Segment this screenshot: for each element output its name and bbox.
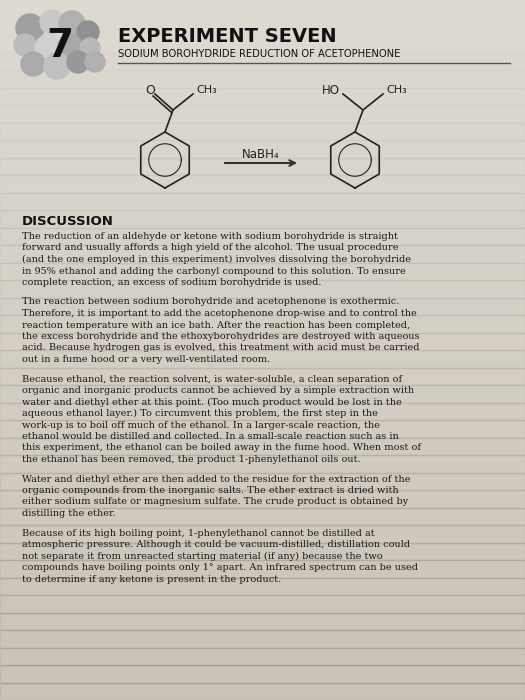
Text: ethanol would be distilled and collected. In a small-scale reaction such as in: ethanol would be distilled and collected… [22,432,399,441]
Bar [0,245,525,262]
Bar [0,18,525,35]
Text: out in a fume hood or a very well-ventilated room.: out in a fume hood or a very well-ventil… [22,355,270,364]
Circle shape [80,38,100,58]
Text: DISCUSSION: DISCUSSION [22,215,114,228]
Bar [0,438,525,455]
Text: O: O [145,83,155,97]
Circle shape [44,53,70,79]
Text: organic compounds from the inorganic salts. The ether extract is dried with: organic compounds from the inorganic sal… [22,486,398,495]
Circle shape [67,51,89,73]
Text: NaBH₄: NaBH₄ [242,148,280,162]
Bar [0,350,525,368]
Bar [0,210,525,228]
Circle shape [77,21,99,43]
Bar [0,368,525,385]
Bar [0,612,525,630]
Text: complete reaction, an excess of sodium borohydride is used.: complete reaction, an excess of sodium b… [22,278,321,287]
Circle shape [58,34,82,58]
Text: forward and usually affords a high yield of the alcohol. The usual procedure: forward and usually affords a high yield… [22,244,398,253]
Bar [0,595,525,612]
Circle shape [14,34,36,56]
Bar [0,682,525,700]
Bar [0,648,525,665]
Bar [0,508,525,525]
Text: organic and inorganic products cannot be achieved by a simple extraction with: organic and inorganic products cannot be… [22,386,414,395]
Text: in 95% ethanol and adding the carbonyl compound to this solution. To ensure: in 95% ethanol and adding the carbonyl c… [22,267,406,276]
Text: this experiment, the ethanol can be boiled away in the fume hood. When most of: this experiment, the ethanol can be boil… [22,444,421,452]
Text: HO: HO [322,83,340,97]
Bar [0,140,525,158]
Text: work-up is to boil off much of the ethanol. In a larger-scale reaction, the: work-up is to boil off much of the ethan… [22,421,380,430]
Text: distilling the ether.: distilling the ether. [22,509,115,518]
Text: EXPERIMENT SEVEN: EXPERIMENT SEVEN [118,27,337,46]
Bar [0,122,525,140]
Text: Because of its high boiling point, 1-phenylethanol cannot be distilled at: Because of its high boiling point, 1-phe… [22,528,375,538]
Bar [0,473,525,490]
Text: either sodium sulfate or magnesium sulfate. The crude product is obtained by: either sodium sulfate or magnesium sulfa… [22,498,408,507]
Text: The reduction of an aldehyde or ketone with sodium borohydride is straight: The reduction of an aldehyde or ketone w… [22,232,398,241]
Bar [0,298,525,315]
Bar [0,158,525,175]
Text: SODIUM BOROHYDRIDE REDUCTION OF ACETOPHENONE: SODIUM BOROHYDRIDE REDUCTION OF ACETOPHE… [118,49,401,59]
Bar [0,455,525,472]
Bar [0,490,525,507]
Text: reaction temperature with an ice bath. After the reaction has been completed,: reaction temperature with an ice bath. A… [22,321,410,330]
Bar [0,420,525,438]
Text: Because ethanol, the reaction solvent, is water-soluble, a clean separation of: Because ethanol, the reaction solvent, i… [22,374,402,384]
Bar [0,105,525,122]
Circle shape [40,10,64,34]
Text: compounds have boiling points only 1° apart. An infrared spectrum can be used: compounds have boiling points only 1° ap… [22,563,418,572]
Bar [0,385,525,402]
Text: acid. Because hydrogen gas is evolved, this treatment with acid must be carried: acid. Because hydrogen gas is evolved, t… [22,344,419,353]
Bar [0,193,525,210]
Text: atmospheric pressure. Although it could be vacuum-distilled, distillation could: atmospheric pressure. Although it could … [22,540,410,549]
Text: aqueous ethanol layer.) To circumvent this problem, the first step in the: aqueous ethanol layer.) To circumvent th… [22,409,378,418]
Bar [0,52,525,70]
Circle shape [16,14,44,42]
Text: to determine if any ketone is present in the product.: to determine if any ketone is present in… [22,575,281,584]
Bar [0,70,525,88]
Bar [0,630,525,648]
Bar [0,280,525,298]
Bar [0,0,525,18]
Text: 7: 7 [46,27,74,65]
Bar [0,578,525,595]
Text: Therefore, it is important to add the acetophenone drop-wise and to control the: Therefore, it is important to add the ac… [22,309,417,318]
Bar [0,228,525,245]
Text: the excess borohydride and the ethoxyborohydrides are destroyed with aqueous: the excess borohydride and the ethoxybor… [22,332,419,341]
Bar [0,88,525,105]
Text: CH₃: CH₃ [196,85,217,95]
Text: Water and diethyl ether are then added to the residue for the extraction of the: Water and diethyl ether are then added t… [22,475,411,484]
Text: (and the one employed in this experiment) involves dissolving the borohydride: (and the one employed in this experiment… [22,255,411,264]
Text: the ethanol has been removed, the product 1-phenylethanol oils out.: the ethanol has been removed, the produc… [22,455,361,464]
Text: not separate it from unreacted starting material (if any) because the two: not separate it from unreacted starting … [22,552,383,561]
Bar [0,35,525,52]
Circle shape [85,52,105,72]
Bar [0,560,525,577]
Bar [0,175,525,192]
Bar [0,665,525,682]
Circle shape [35,35,61,61]
Text: CH₃: CH₃ [386,85,407,95]
Bar [0,542,525,560]
Bar [0,315,525,332]
Text: The reaction between sodium borohydride and acetophenone is exothermic.: The reaction between sodium borohydride … [22,298,400,307]
Bar [0,402,525,420]
Circle shape [21,52,45,76]
Circle shape [59,11,85,37]
Bar [0,332,525,350]
Text: water and diethyl ether at this point. (Too much product would be lost in the: water and diethyl ether at this point. (… [22,398,402,407]
Bar [0,262,525,280]
Bar [0,525,525,542]
